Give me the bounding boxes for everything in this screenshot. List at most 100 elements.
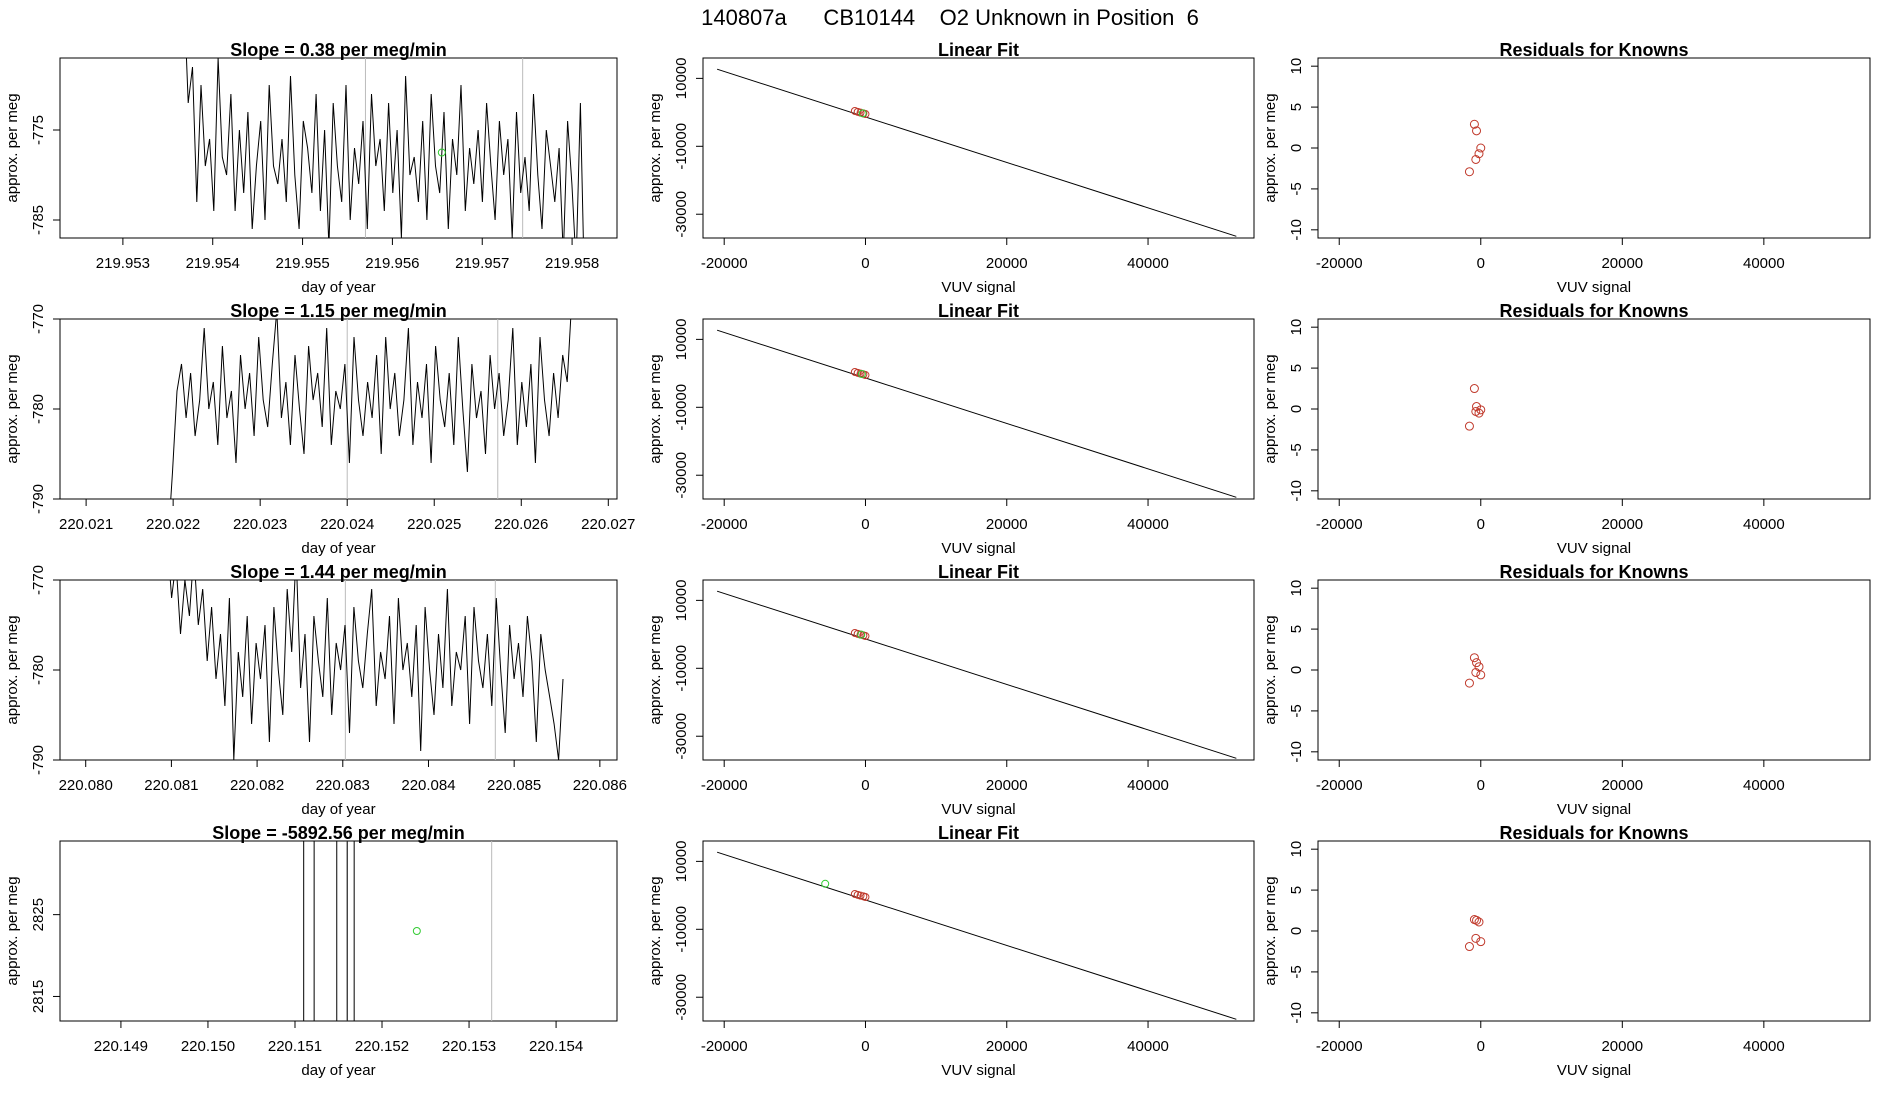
y-tick-label: 10 xyxy=(1288,841,1305,858)
y-tick-label: 0 xyxy=(1288,405,1305,413)
y-tick-label: -5 xyxy=(1288,704,1305,717)
x-axis-label: day of year xyxy=(301,801,375,818)
chart-title: Residuals for Knowns xyxy=(1499,40,1688,60)
x-tick-label: 219.953 xyxy=(96,255,150,272)
residual-point xyxy=(1469,384,1479,394)
x-tick-label: 220.024 xyxy=(320,516,374,533)
y-tick-label: -780 xyxy=(30,655,47,685)
y-tick-label: -30000 xyxy=(673,974,690,1021)
residual-point xyxy=(1464,421,1474,431)
plot-frame xyxy=(59,318,618,500)
x-tick-label: 219.957 xyxy=(455,255,509,272)
x-tick-label: 220.084 xyxy=(401,777,455,794)
chart-title: Slope = 1.15 per meg/min xyxy=(230,301,447,321)
x-tick-label: 40000 xyxy=(1743,777,1785,794)
x-tick-label: -20000 xyxy=(1316,516,1363,533)
x-tick-label: 220.026 xyxy=(494,516,548,533)
x-tick-label: 220.081 xyxy=(144,777,198,794)
x-tick-label: 219.956 xyxy=(365,255,419,272)
x-tick-label: 0 xyxy=(1477,777,1485,794)
x-tick-label: -20000 xyxy=(1316,777,1363,794)
x-tick-label: 220.086 xyxy=(573,777,627,794)
panel-residuals-row-4: Residuals for Knowns VUV signal approx. pe… xyxy=(1262,823,1871,1079)
y-tick-label: 5 xyxy=(1288,886,1305,894)
y-tick-label: -770 xyxy=(30,304,47,334)
y-axis-label: approx. per meg xyxy=(4,354,21,463)
plot-frame xyxy=(702,318,1255,500)
series-line xyxy=(185,58,584,238)
y-axis-label: approx. per meg xyxy=(1262,876,1279,985)
x-tick-label: 20000 xyxy=(1601,777,1643,794)
fit-line xyxy=(716,851,1237,1020)
x-tick-label: -20000 xyxy=(701,777,748,794)
fit-line xyxy=(716,329,1237,498)
y-tick-label: -10 xyxy=(1288,1002,1305,1024)
plot-area xyxy=(1464,653,1486,688)
x-tick-label: 0 xyxy=(1477,255,1485,272)
y-axis-label: approx. per meg xyxy=(1262,354,1279,463)
residual-point xyxy=(1476,937,1486,947)
unknown-point xyxy=(858,109,867,118)
y-tick-label: 10000 xyxy=(673,58,690,100)
plot-area xyxy=(1464,384,1486,431)
y-tick-label: -30000 xyxy=(673,452,690,499)
x-tick-label: 220.080 xyxy=(59,777,113,794)
x-tick-label: 40000 xyxy=(1743,255,1785,272)
plot-frame xyxy=(702,579,1255,761)
y-tick-label: -790 xyxy=(30,745,47,775)
x-tick-label: -20000 xyxy=(701,516,748,533)
residual-point xyxy=(1476,143,1486,153)
residual-point xyxy=(1472,915,1482,925)
chart-title: Linear Fit xyxy=(938,823,1019,843)
x-tick-label: 0 xyxy=(861,255,869,272)
x-tick-label: 220.083 xyxy=(316,777,370,794)
x-tick-label: 20000 xyxy=(1601,516,1643,533)
y-axis-label: approx. per meg xyxy=(4,93,21,202)
y-tick-label: 5 xyxy=(1288,364,1305,372)
y-tick-label: -10 xyxy=(1288,480,1305,502)
x-tick-label: 0 xyxy=(861,777,869,794)
plot-frame xyxy=(59,579,618,761)
x-tick-label: 220.021 xyxy=(59,516,113,533)
x-tick-label: 20000 xyxy=(986,516,1028,533)
plot-frame xyxy=(1317,318,1871,500)
x-tick-label: 20000 xyxy=(1601,255,1643,272)
x-tick-label: 20000 xyxy=(986,777,1028,794)
plot-area xyxy=(716,329,1237,498)
residual-point xyxy=(1474,149,1484,159)
panel-linear-fit-row-3: Linear Fit VUV signal approx. per meg -2000… xyxy=(647,562,1255,818)
x-axis-label: day of year xyxy=(301,1062,375,1079)
chart-title: Slope = 1.44 per meg/min xyxy=(230,562,447,582)
x-tick-label: 220.027 xyxy=(581,516,635,533)
x-axis-label: VUV signal xyxy=(941,540,1015,557)
panel-linear-fit-row-2: Linear Fit VUV signal approx. per meg -2000… xyxy=(647,301,1255,557)
plot-frame xyxy=(1317,840,1871,1022)
y-tick-label: -785 xyxy=(30,205,47,235)
x-tick-label: 219.954 xyxy=(186,255,240,272)
residual-point xyxy=(1464,942,1474,952)
y-tick-label: -30000 xyxy=(673,191,690,238)
panel-time-series-row-4: Slope = -5892.56 per meg/min day of year a… xyxy=(4,823,618,1079)
x-tick-label: -20000 xyxy=(1316,255,1363,272)
plot-frame xyxy=(1317,579,1871,761)
y-axis-label: approx. per meg xyxy=(1262,93,1279,202)
y-axis-label: approx. per meg xyxy=(647,93,664,202)
x-tick-label: -20000 xyxy=(1316,1038,1363,1055)
plot-area xyxy=(185,58,584,238)
y-tick-label: 5 xyxy=(1288,625,1305,633)
residual-point xyxy=(1464,167,1474,177)
x-axis-label: VUV signal xyxy=(941,1062,1015,1079)
x-tick-label: 40000 xyxy=(1127,1038,1169,1055)
x-tick-label: -20000 xyxy=(701,1038,748,1055)
residual-point xyxy=(1474,917,1484,927)
y-tick-label: -5 xyxy=(1288,182,1305,195)
unknown-point xyxy=(857,370,866,379)
y-tick-label: -790 xyxy=(30,484,47,514)
y-tick-label: -775 xyxy=(30,115,47,145)
x-tick-label: 0 xyxy=(861,516,869,533)
x-tick-label: 40000 xyxy=(1127,777,1169,794)
x-tick-label: 220.154 xyxy=(529,1038,583,1055)
y-tick-label: -5 xyxy=(1288,443,1305,456)
x-axis-label: VUV signal xyxy=(1557,279,1631,296)
